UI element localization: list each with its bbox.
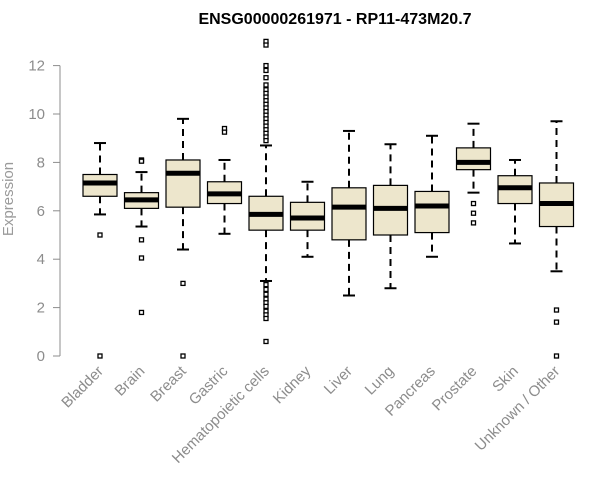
outlier-point	[263, 42, 269, 48]
iqr-box	[455, 147, 492, 171]
box-skin	[497, 158, 533, 245]
outlier-point	[470, 220, 477, 226]
outlier-point	[470, 200, 477, 207]
outlier-point	[263, 67, 269, 74]
y-tick-label: 0	[37, 348, 45, 365]
outlier-point	[263, 315, 269, 322]
outlier-point	[263, 281, 269, 288]
y-tick-label: 8	[37, 154, 45, 171]
iqr-box	[414, 190, 450, 234]
box-breast	[165, 117, 201, 359]
y-tick-label: 6	[37, 203, 45, 220]
outlier-point	[263, 338, 269, 345]
chart-title: ENSG00000261971 - RP11-473M20.7	[198, 11, 471, 28]
outlier-point	[138, 158, 145, 164]
outlier-point	[97, 353, 103, 359]
x-tick-label: Bladder	[58, 363, 107, 412]
boxes-group	[82, 38, 575, 359]
iqr-box	[165, 159, 201, 208]
box-lung	[372, 143, 409, 290]
y-axis: 0 2 4 6 8 10 12	[28, 58, 61, 365]
outlier-point	[553, 307, 560, 313]
outlier-point	[97, 232, 103, 238]
x-tick-label: Breast	[147, 362, 190, 405]
outlier-point	[263, 303, 269, 310]
box-prostate	[455, 122, 492, 226]
iqr-box	[331, 187, 367, 241]
x-tick-label: Liver	[321, 363, 356, 398]
outlier-point	[263, 62, 269, 69]
outlier-point	[553, 319, 560, 325]
outlier-point	[553, 353, 560, 359]
outlier-point	[263, 286, 269, 293]
outlier-point	[263, 137, 269, 144]
outlier-point	[180, 280, 186, 287]
outlier-point	[138, 237, 145, 243]
outlier-point	[470, 210, 477, 216]
y-tick-label: 4	[37, 251, 45, 268]
outlier-point	[263, 82, 269, 88]
box-bladder	[82, 142, 118, 359]
box-liver	[331, 129, 367, 297]
y-tick-label: 12	[28, 58, 45, 75]
x-tick-label: Kidney	[270, 362, 315, 407]
box-pancreas	[414, 134, 450, 258]
y-tick-label: 10	[28, 106, 45, 123]
box-hematopoietic-cells	[248, 38, 284, 345]
box-gastric	[206, 125, 243, 235]
x-tick-label: Skin	[489, 363, 522, 396]
outlier-point	[263, 291, 269, 297]
y-axis-label: Expression	[0, 162, 17, 236]
box-brain	[123, 157, 160, 316]
box-unknown-other	[538, 120, 575, 359]
y-tick-label: 2	[37, 300, 45, 317]
x-tick-label: Prostate	[429, 363, 481, 415]
outlier-point	[138, 255, 145, 261]
x-tick-label: Lung	[362, 363, 398, 399]
box-kidney	[289, 180, 326, 258]
outlier-point	[138, 309, 145, 316]
x-tick-label: Brain	[112, 363, 149, 400]
outlier-point	[263, 75, 269, 81]
outlier-point	[221, 129, 228, 135]
outlier-point	[180, 353, 186, 359]
